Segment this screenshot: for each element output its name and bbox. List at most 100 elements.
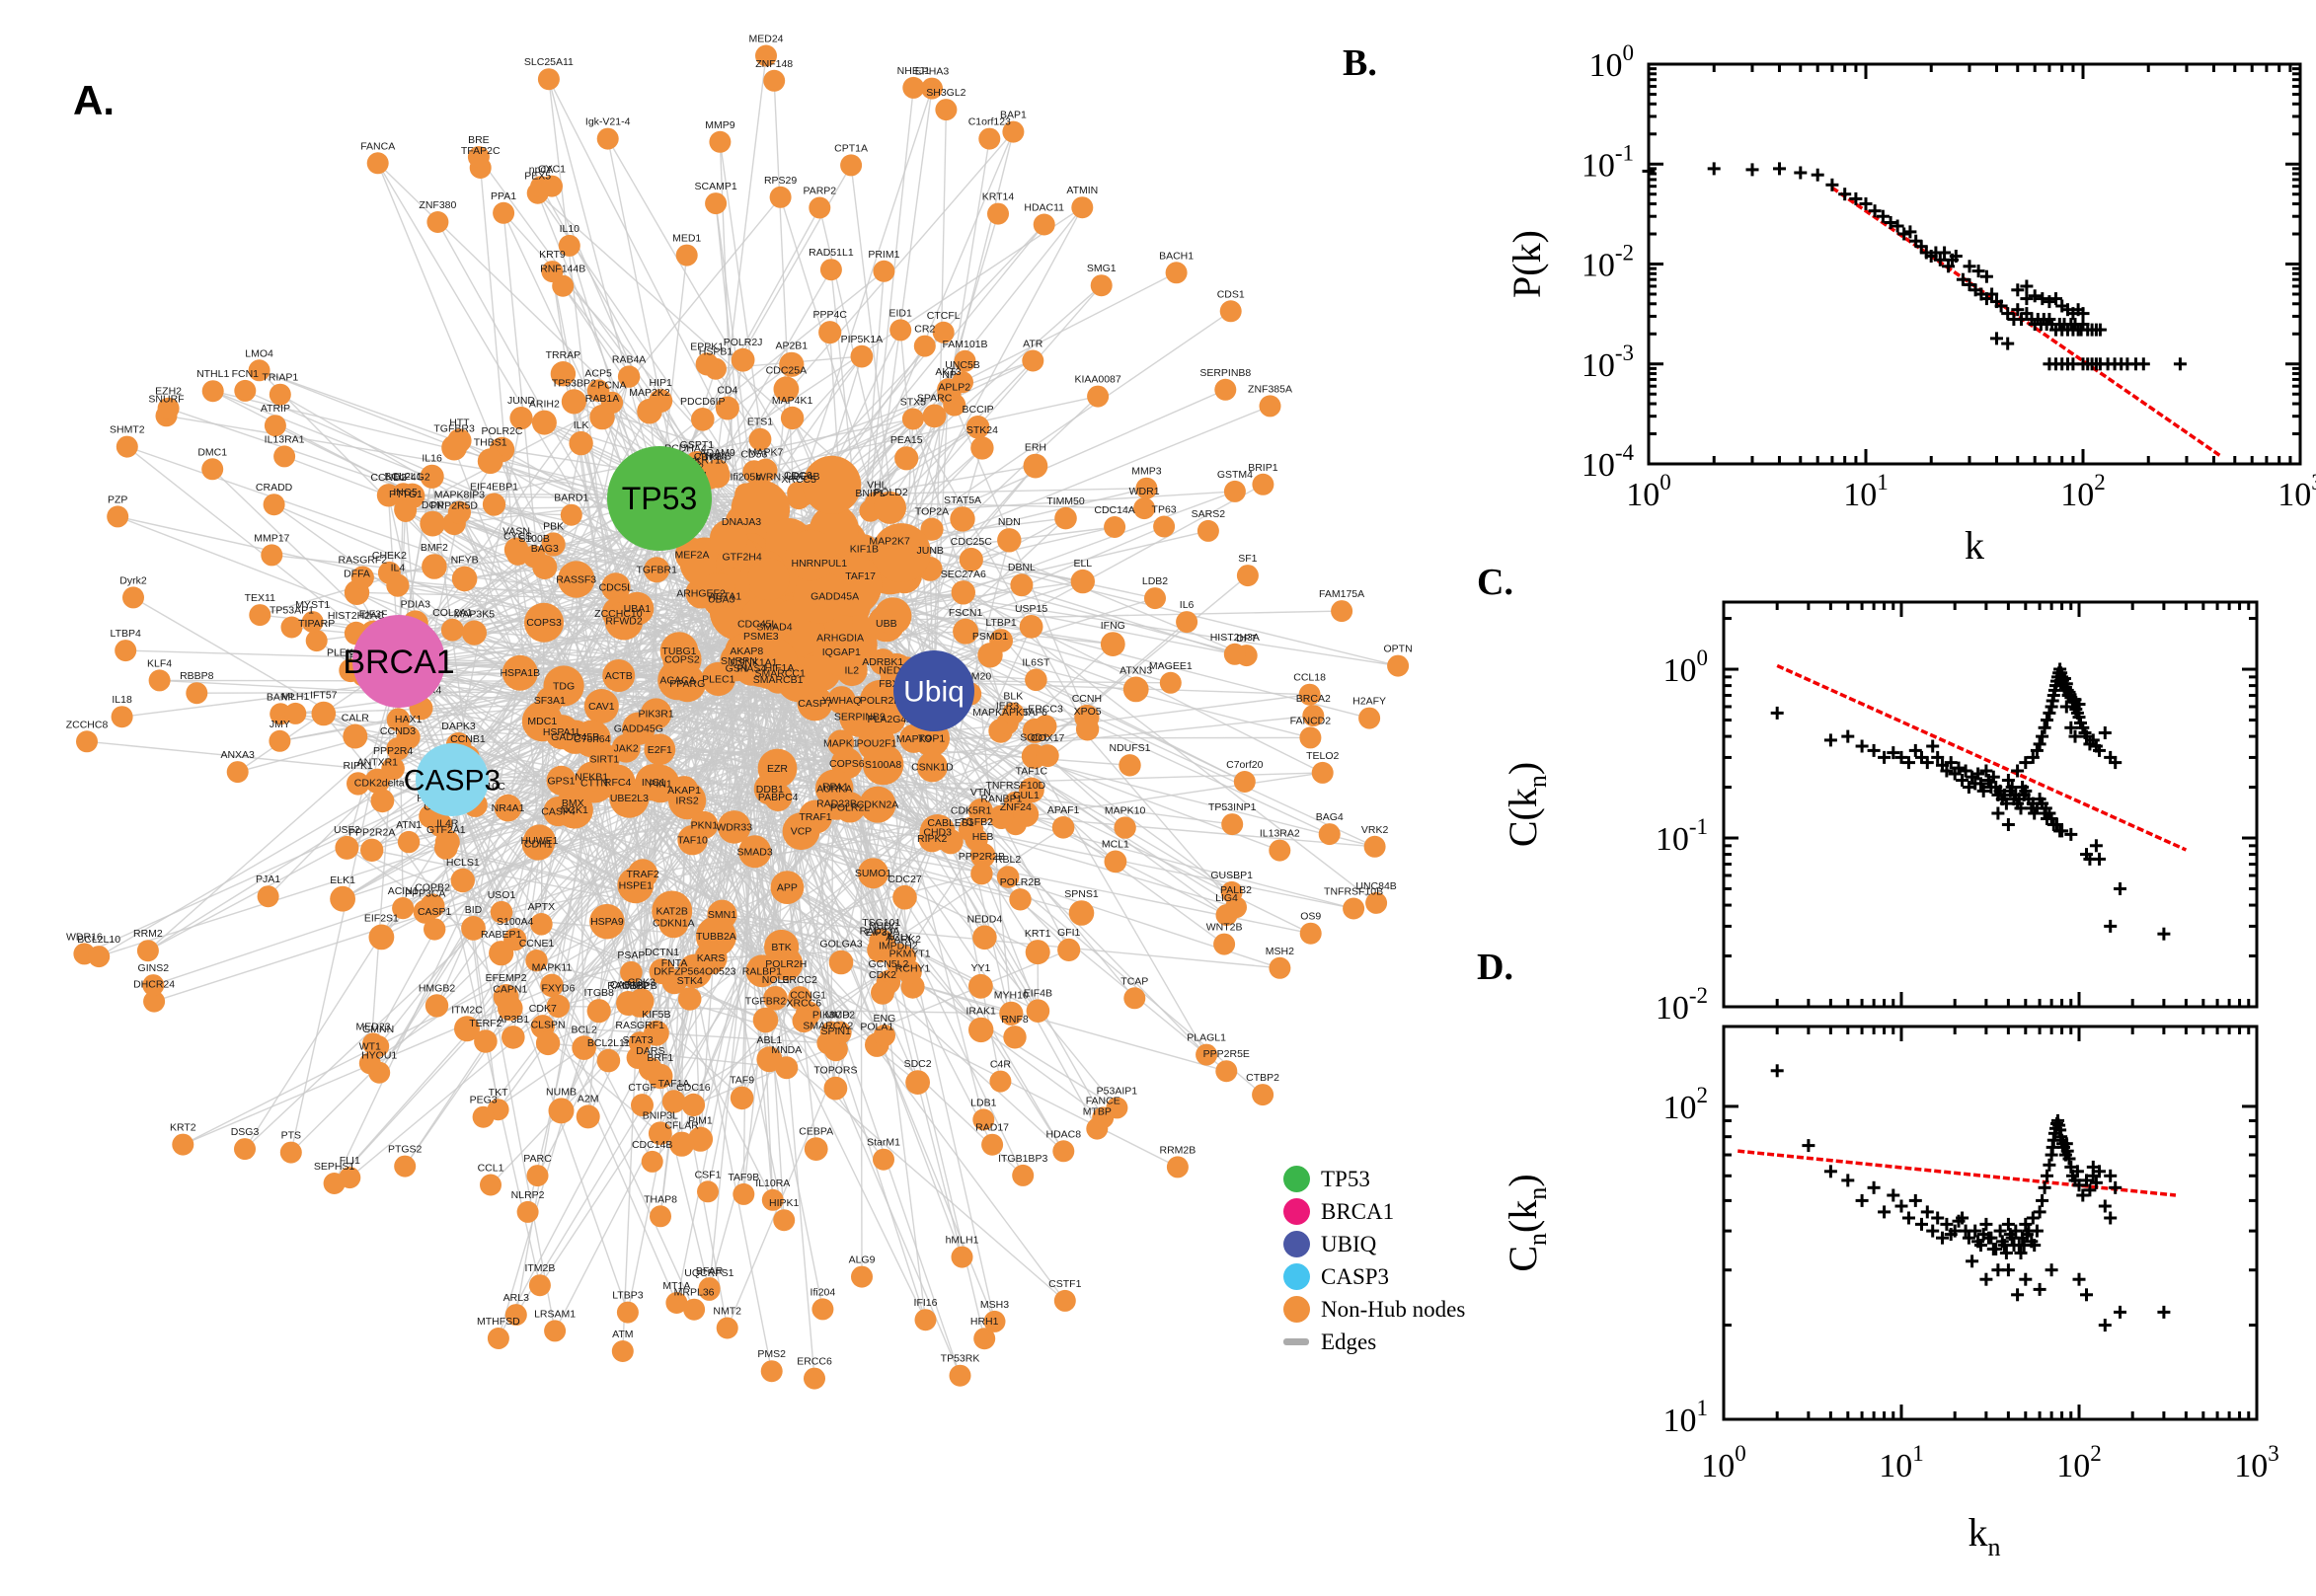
svg-text:OPTN: OPTN <box>1384 644 1413 655</box>
svg-text:TAF9: TAF9 <box>730 1075 754 1087</box>
svg-text:GPS1: GPS1 <box>547 775 575 787</box>
svg-text:BCL2L10: BCL2L10 <box>77 934 120 946</box>
svg-text:LTBP3: LTBP3 <box>612 1290 643 1302</box>
svg-text:PSMD1: PSMD1 <box>972 631 1008 643</box>
svg-text:THAP8: THAP8 <box>644 1193 677 1205</box>
legend-item-tp53: TP53 <box>1283 1163 1471 1195</box>
svg-text:APTX: APTX <box>528 901 555 913</box>
svg-text:AKT3: AKT3 <box>935 366 961 378</box>
svg-text:DAPK3: DAPK3 <box>441 721 476 732</box>
svg-text:LDB2: LDB2 <box>1142 575 1168 587</box>
svg-text:DFFA: DFFA <box>344 569 370 580</box>
svg-text:IFI16: IFI16 <box>914 1297 938 1309</box>
svg-text:TGFB2: TGFB2 <box>960 816 993 828</box>
svg-text:KIAA0087: KIAA0087 <box>1074 374 1120 386</box>
svg-text:TGFBR1: TGFBR1 <box>636 565 677 576</box>
svg-text:PPP2R2A: PPP2R2A <box>348 827 395 839</box>
svg-text:RNF144B: RNF144B <box>540 264 585 275</box>
svg-text:CLSPN: CLSPN <box>531 1020 566 1031</box>
svg-text:102: 102 <box>2056 1441 2102 1484</box>
legend-label: Non-Hub nodes <box>1321 1297 1465 1323</box>
svg-text:IL10: IL10 <box>560 223 580 235</box>
svg-text:TAF1C: TAF1C <box>1016 766 1048 778</box>
svg-text:BMF2: BMF2 <box>421 542 448 554</box>
svg-text:SIRT1: SIRT1 <box>590 753 620 765</box>
svg-text:IL13RA2: IL13RA2 <box>1260 828 1300 840</box>
svg-text:BCL2L1: BCL2L1 <box>385 471 423 483</box>
svg-text:ATN1: ATN1 <box>396 819 422 831</box>
svg-text:CDC5L: CDC5L <box>599 581 634 593</box>
axis-title: kn <box>1969 1510 2001 1561</box>
svg-text:THBS1: THBS1 <box>474 436 507 448</box>
plot-frame <box>1724 602 2257 1007</box>
svg-text:ALG9: ALG9 <box>849 1254 876 1266</box>
svg-text:CAV1: CAV1 <box>588 701 615 713</box>
svg-text:H2AFY: H2AFY <box>1352 696 1386 708</box>
svg-text:BACH1: BACH1 <box>1159 250 1194 262</box>
svg-text:CEBPA: CEBPA <box>799 1125 833 1137</box>
svg-text:KARS: KARS <box>697 952 726 964</box>
svg-text:RIPK2: RIPK2 <box>917 833 948 845</box>
scatter-points <box>1771 1064 2171 1331</box>
svg-text:PIP5K1A: PIP5K1A <box>841 334 884 345</box>
svg-text:GADD45G: GADD45G <box>614 723 663 735</box>
svg-text:CPT1A: CPT1A <box>834 142 868 154</box>
svg-text:ARIH2: ARIH2 <box>529 399 560 411</box>
svg-text:CSF1: CSF1 <box>695 1169 722 1180</box>
svg-text:HIST2H3A: HIST2H3A <box>1210 632 1260 644</box>
svg-text:DMC1: DMC1 <box>197 446 227 458</box>
svg-text:PARK2: PARK2 <box>888 934 921 946</box>
svg-text:SMG1: SMG1 <box>1087 263 1117 274</box>
svg-text:UBB: UBB <box>876 618 897 630</box>
svg-text:KAT2B: KAT2B <box>656 906 687 918</box>
svg-text:USO1: USO1 <box>488 889 516 901</box>
svg-text:LTBP1: LTBP1 <box>985 617 1016 629</box>
svg-text:CDK7: CDK7 <box>529 1003 557 1015</box>
svg-text:NTHL1: NTHL1 <box>196 368 229 380</box>
svg-text:RPA1: RPA1 <box>822 781 849 793</box>
svg-text:PDIA3: PDIA3 <box>401 598 431 610</box>
svg-text:YY1: YY1 <box>970 962 990 974</box>
svg-text:FAM101B: FAM101B <box>942 339 987 350</box>
svg-text:CYCS: CYCS <box>503 531 532 543</box>
svg-text:HIF1A: HIF1A <box>765 662 795 674</box>
svg-text:CRADD: CRADD <box>256 482 293 494</box>
svg-text:IFT57: IFT57 <box>310 690 338 702</box>
axis-ticks <box>1649 64 2300 464</box>
svg-text:XPO5: XPO5 <box>1074 706 1102 718</box>
svg-text:YWHAQ: YWHAQ <box>822 695 862 707</box>
svg-text:RPS29: RPS29 <box>764 175 797 187</box>
svg-text:POLR2C: POLR2C <box>481 425 522 437</box>
nonhub-dot-icon <box>1283 1296 1310 1323</box>
svg-text:Ifi204: Ifi204 <box>811 1286 836 1298</box>
svg-text:UBE2L3: UBE2L3 <box>610 793 649 804</box>
svg-text:ERCC6: ERCC6 <box>797 1356 832 1368</box>
svg-text:IRAK1: IRAK1 <box>966 1006 997 1018</box>
svg-text:IL6ST: IL6ST <box>1022 657 1050 669</box>
svg-text:TSG101: TSG101 <box>862 917 900 929</box>
svg-text:FANCE: FANCE <box>1086 1095 1120 1106</box>
svg-text:MAPK1: MAPK1 <box>823 737 859 749</box>
svg-text:PLEC1: PLEC1 <box>702 673 734 685</box>
svg-text:TP53BP2: TP53BP2 <box>552 377 596 389</box>
svg-text:MED24: MED24 <box>748 34 783 45</box>
axis-tick-labels: 10010110210310010-110-210-310-4 <box>1582 40 2316 513</box>
legend-label: BRCA1 <box>1321 1199 1394 1225</box>
svg-text:HDAC8: HDAC8 <box>1046 1128 1082 1140</box>
svg-text:OS9: OS9 <box>1300 911 1321 923</box>
svg-text:BCL2: BCL2 <box>571 1024 596 1035</box>
svg-text:VRK2: VRK2 <box>1361 824 1389 836</box>
legend-label: CASP3 <box>1321 1264 1389 1290</box>
tp53-dot-icon <box>1283 1166 1310 1192</box>
svg-text:TELO2: TELO2 <box>1306 750 1339 762</box>
svg-text:MTHFSD: MTHFSD <box>477 1316 520 1328</box>
svg-text:TAF10: TAF10 <box>677 835 708 847</box>
svg-text:HDAC11: HDAC11 <box>1024 202 1064 214</box>
svg-text:RIPK1: RIPK1 <box>344 760 374 772</box>
svg-text:CCL18: CCL18 <box>1293 672 1326 684</box>
svg-text:ATMIN: ATMIN <box>1066 185 1098 196</box>
loglog-plots: 10010110210310010-110-210-310-4kP(k)1001… <box>1461 0 2316 1591</box>
svg-text:S100A8: S100A8 <box>865 759 902 771</box>
legend-label: Edges <box>1321 1330 1376 1355</box>
ppi-network-graph: TCAPIfi204TP53INP1P53AIP1H2AFYZCCHC8SMG1… <box>0 0 1481 1591</box>
